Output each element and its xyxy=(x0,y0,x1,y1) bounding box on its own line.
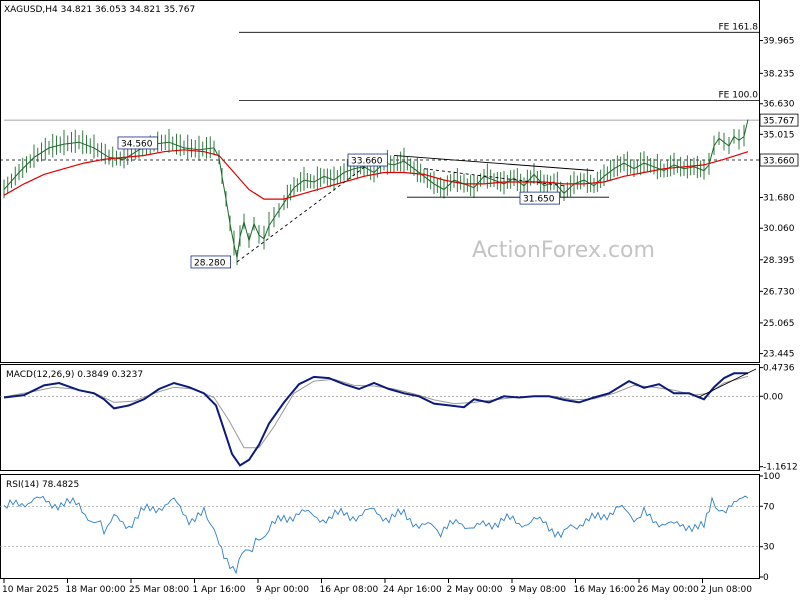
y-tick-label: 35.015 xyxy=(763,130,795,140)
price-annotation-box xyxy=(117,136,158,150)
rsi-y-tick-label: 100 xyxy=(763,472,780,482)
macd-y-tick-label: 0.00 xyxy=(763,392,783,402)
rsi-y-tick-label: 70 xyxy=(763,502,775,512)
rsi-panel: 100 70 30 0 xyxy=(0,472,780,583)
moving-average-line xyxy=(3,149,749,200)
rsi-label: RSI(14) 78.4825 xyxy=(6,480,79,490)
x-tick-label: 10 Mar 2025 xyxy=(2,585,59,595)
trendline xyxy=(393,155,595,172)
price-axis-label: 33.660 xyxy=(763,157,795,167)
macd-y-tick-label: 0.4736 xyxy=(763,364,795,374)
x-tick-label: 18 Mar 00:00 xyxy=(66,585,126,595)
price-axis-label-box xyxy=(759,153,799,167)
x-tick-label: 2 May 00:00 xyxy=(447,585,503,595)
chart-title: XAGUSD,H4 34.821 36.053 34.821 35.767 xyxy=(4,5,195,15)
fe-level-label: FE 161.8 xyxy=(719,22,759,32)
y-tick-label: 30.060 xyxy=(763,224,795,234)
rsi-line xyxy=(3,495,749,575)
macd-line xyxy=(3,372,748,467)
x-tick-label: 25 Mar 08:00 xyxy=(129,585,189,595)
price-annotation-label: 33.660 xyxy=(351,157,383,167)
y-tick-label: 39.965 xyxy=(763,37,795,47)
macd-signal-line xyxy=(3,375,749,449)
y-tick-label: 25.065 xyxy=(763,319,795,329)
x-tick-label: 16 May 16:00 xyxy=(574,585,636,595)
main-panel: 39.96538.23536.63035.01533.68031.68030.0… xyxy=(0,22,799,360)
x-tick-label: 26 May 00:00 xyxy=(637,585,699,595)
price-axis-label: 35.767 xyxy=(763,117,795,127)
rsi-panel-frame xyxy=(0,474,760,579)
x-tick-label: 2 Jun 08:00 xyxy=(701,585,753,595)
price-annotation-label: 34.560 xyxy=(121,139,153,149)
price-axis-label-box xyxy=(759,113,799,127)
y-tick-label: 31.680 xyxy=(763,194,795,204)
rsi-y-tick-label: 0 xyxy=(763,573,769,583)
macd-y-tick-label: -1.1612 xyxy=(763,463,798,473)
main-panel-frame xyxy=(0,0,760,363)
price-annotation-label: 31.650 xyxy=(523,195,555,205)
price-annotation-label: 28.280 xyxy=(194,258,226,268)
macd-panel: 0.4736 0.00 -1.1612 xyxy=(0,364,798,473)
x-axis: 10 Mar 2025 18 Mar 00:00 25 Mar 08:00 1 Apr… xyxy=(2,579,752,595)
fe-level-label: FE 100.0 xyxy=(719,91,759,101)
price-line xyxy=(3,119,749,258)
rsi-y-tick-label: 30 xyxy=(763,543,775,553)
y-tick-label: 38.235 xyxy=(763,69,795,79)
price-annotation-box xyxy=(347,153,388,167)
x-tick-label: 24 Apr 16:00 xyxy=(383,585,442,595)
y-tick-label: 23.445 xyxy=(763,350,795,360)
x-tick-label: 1 Apr 16:00 xyxy=(193,585,246,595)
macd-label: MACD(12,26,9) 0.3849 0.3237 xyxy=(6,370,143,380)
macd-panel-frame xyxy=(0,364,760,471)
y-tick-label: 28.395 xyxy=(763,256,795,266)
macd-trendline xyxy=(697,368,757,398)
y-tick-label: 36.630 xyxy=(763,100,795,110)
x-tick-label: 16 Apr 08:00 xyxy=(320,585,379,595)
watermark: ActionForex.com xyxy=(472,238,655,263)
x-tick-label: 9 Apr 00:00 xyxy=(256,585,309,595)
x-tick-label: 9 May 08:00 xyxy=(510,585,566,595)
price-annotation-box xyxy=(190,255,231,269)
trendline xyxy=(236,159,375,263)
y-tick-label: 26.730 xyxy=(763,287,795,297)
price-annotation-box xyxy=(519,191,560,205)
